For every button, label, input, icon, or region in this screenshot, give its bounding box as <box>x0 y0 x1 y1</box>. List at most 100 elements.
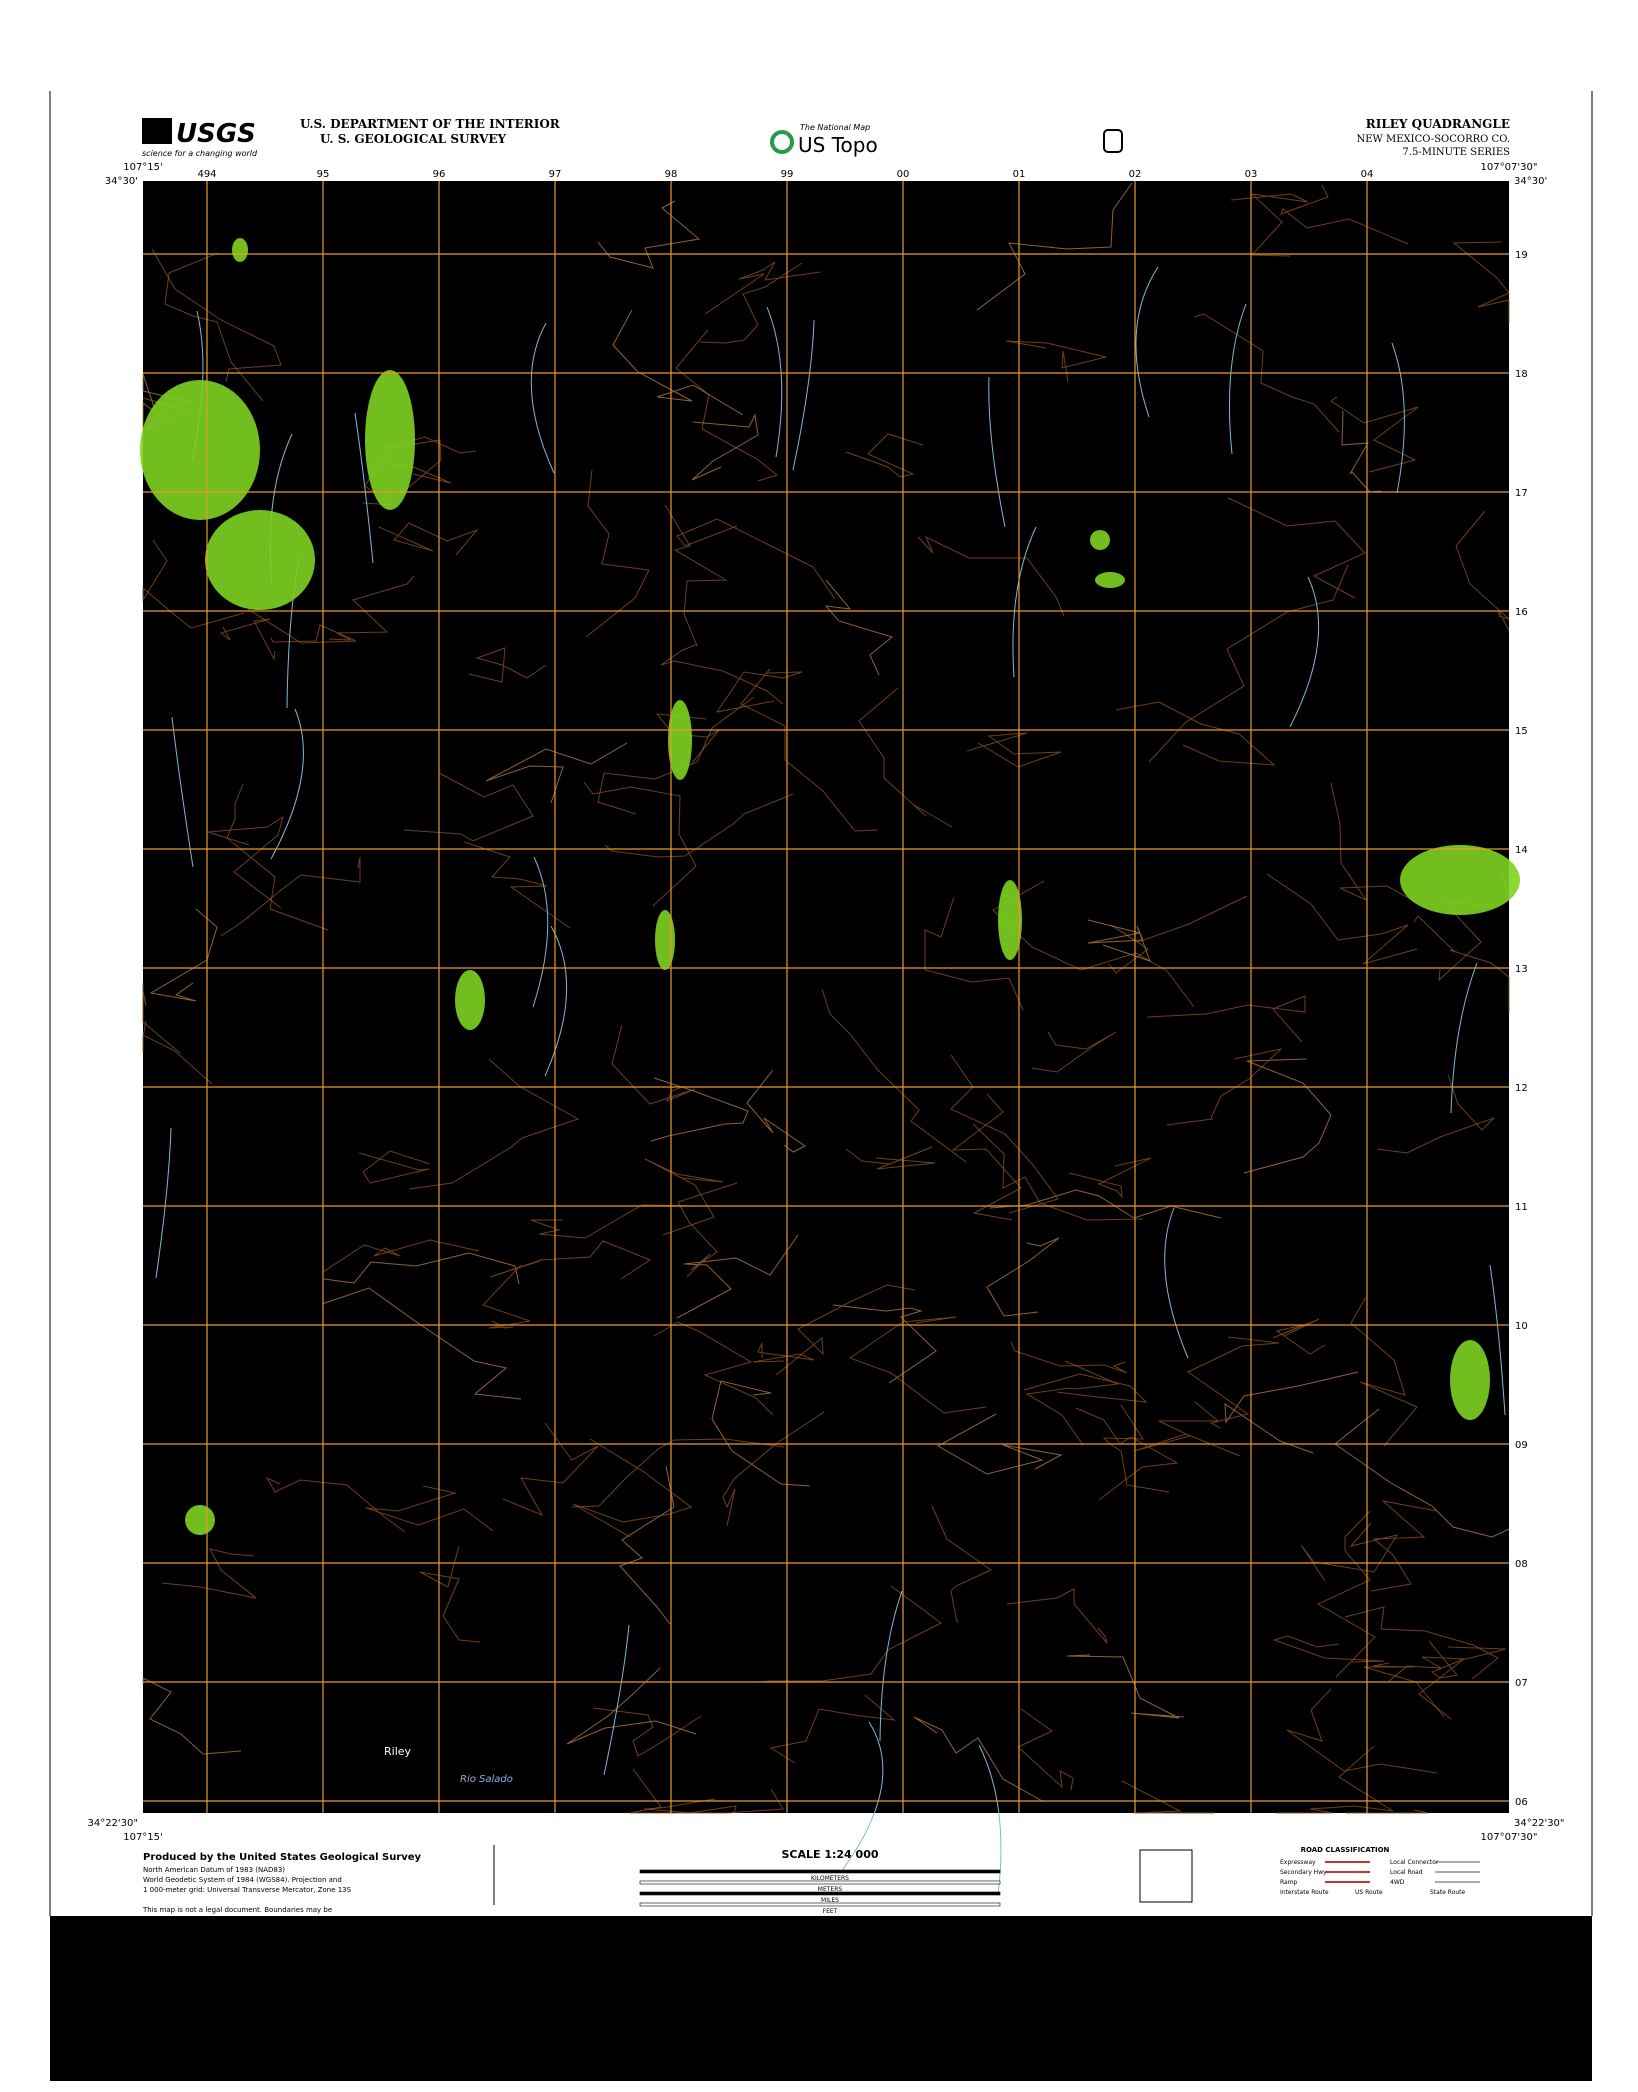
contour <box>992 880 1195 1008</box>
scale-unit: FEET <box>823 1908 838 1915</box>
contour <box>468 647 547 683</box>
contour <box>675 329 779 482</box>
contour <box>323 1252 520 1285</box>
contour <box>597 200 701 269</box>
contour <box>1006 1588 1108 1644</box>
grid-note: 1 000-meter grid: Universal Transverse M… <box>143 1886 352 1894</box>
road-type: Local Road <box>1390 1869 1423 1876</box>
contour <box>845 1146 936 1170</box>
vegetation <box>1400 845 1520 915</box>
contour <box>917 535 1065 617</box>
scale-bar <box>639 1880 1001 1885</box>
contour <box>321 1287 522 1400</box>
contour <box>650 1077 749 1142</box>
road-type: Secondary Hwy <box>1280 1869 1327 1876</box>
contour <box>604 793 794 858</box>
road-type: Interstate Route <box>1280 1889 1329 1896</box>
stream <box>354 412 374 564</box>
stream <box>840 1721 884 1873</box>
scale-unit: MILES <box>821 1897 839 1904</box>
contour <box>1068 1157 1152 1199</box>
contour <box>1108 895 1248 974</box>
corner-label: 107°07'30" <box>1481 1832 1538 1843</box>
road-type: Expressway <box>1280 1859 1316 1866</box>
corner-label: 107°15' <box>123 1832 163 1843</box>
contour <box>530 1204 697 1239</box>
contour <box>931 1505 992 1624</box>
contour <box>142 539 245 629</box>
contour <box>592 1707 702 1757</box>
contour <box>142 983 181 1054</box>
contour <box>328 575 415 641</box>
vegetation <box>668 700 692 780</box>
corner-label: 107°15' <box>123 162 163 173</box>
stream <box>530 322 555 474</box>
contour <box>1330 396 1419 473</box>
grid-label: 98 <box>665 169 678 180</box>
corner-label: 34°30' <box>1514 176 1547 187</box>
stream <box>1289 576 1320 728</box>
bottom-bar <box>50 1916 1592 2081</box>
contour <box>419 1545 481 1643</box>
stream <box>544 925 568 1077</box>
contour <box>219 618 276 661</box>
contour <box>752 1342 815 1363</box>
stream <box>1391 342 1405 494</box>
contour <box>502 1422 599 1517</box>
disclaimer: This map is not a legal document. Bounda… <box>142 1906 332 1914</box>
contour <box>1115 701 1276 766</box>
contour <box>1276 1745 1394 1814</box>
scale-bar <box>639 1902 1001 1907</box>
series: 7.5-MINUTE SERIES <box>1402 147 1510 158</box>
contour <box>619 1465 675 1625</box>
contour <box>1224 1371 1359 1454</box>
contour <box>151 248 282 383</box>
forest-shield <box>1103 129 1123 153</box>
stream <box>1135 266 1159 418</box>
contour <box>1031 1031 1117 1073</box>
contour <box>1148 564 1349 763</box>
grid-label: 494 <box>197 169 216 180</box>
vegetation <box>998 880 1022 960</box>
grid-label: 12 <box>1515 1083 1528 1094</box>
contour <box>677 1182 738 1278</box>
vegetation <box>655 910 675 970</box>
stream <box>988 376 1006 528</box>
contour <box>1376 1074 1495 1154</box>
contour <box>1346 1809 1429 1814</box>
stream <box>1228 303 1247 455</box>
contour <box>1330 782 1433 912</box>
contour <box>1300 1522 1399 1582</box>
stream <box>1164 1207 1189 1359</box>
contour <box>913 1716 1045 1803</box>
scale-unit: METERS <box>818 1886 843 1893</box>
contour <box>583 781 697 907</box>
contour <box>142 1020 213 1085</box>
road-type: 4WD <box>1390 1879 1405 1886</box>
contour <box>1166 1048 1283 1126</box>
contour <box>769 1694 896 1764</box>
grid-label: 07 <box>1515 1678 1528 1689</box>
vegetation <box>140 380 260 520</box>
logo-mark <box>142 118 172 144</box>
contour <box>1025 1360 1120 1446</box>
grid-label: 08 <box>1515 1559 1528 1570</box>
contour <box>1066 1654 1185 1719</box>
grid-label: 16 <box>1515 607 1528 618</box>
road-title: ROAD CLASSIFICATION <box>1301 1846 1390 1854</box>
grid: 494 95 96 97 98 99 00 01 02 03 04 19 18 17 16 15 14 13 12 1… <box>143 169 1528 1813</box>
contour <box>676 1234 799 1319</box>
terrain <box>140 182 1520 1896</box>
map-body <box>143 181 1509 1813</box>
contour <box>1010 1341 1128 1374</box>
contour <box>408 1058 580 1190</box>
stream <box>792 319 815 471</box>
contour <box>1243 1058 1332 1174</box>
road-type: Ramp <box>1280 1879 1298 1886</box>
grid-label: 10 <box>1515 1321 1528 1332</box>
grid-label: 11 <box>1515 1202 1528 1213</box>
contour <box>585 469 650 638</box>
contour <box>1146 995 1306 1043</box>
contour <box>715 671 803 713</box>
contour <box>976 182 1133 311</box>
